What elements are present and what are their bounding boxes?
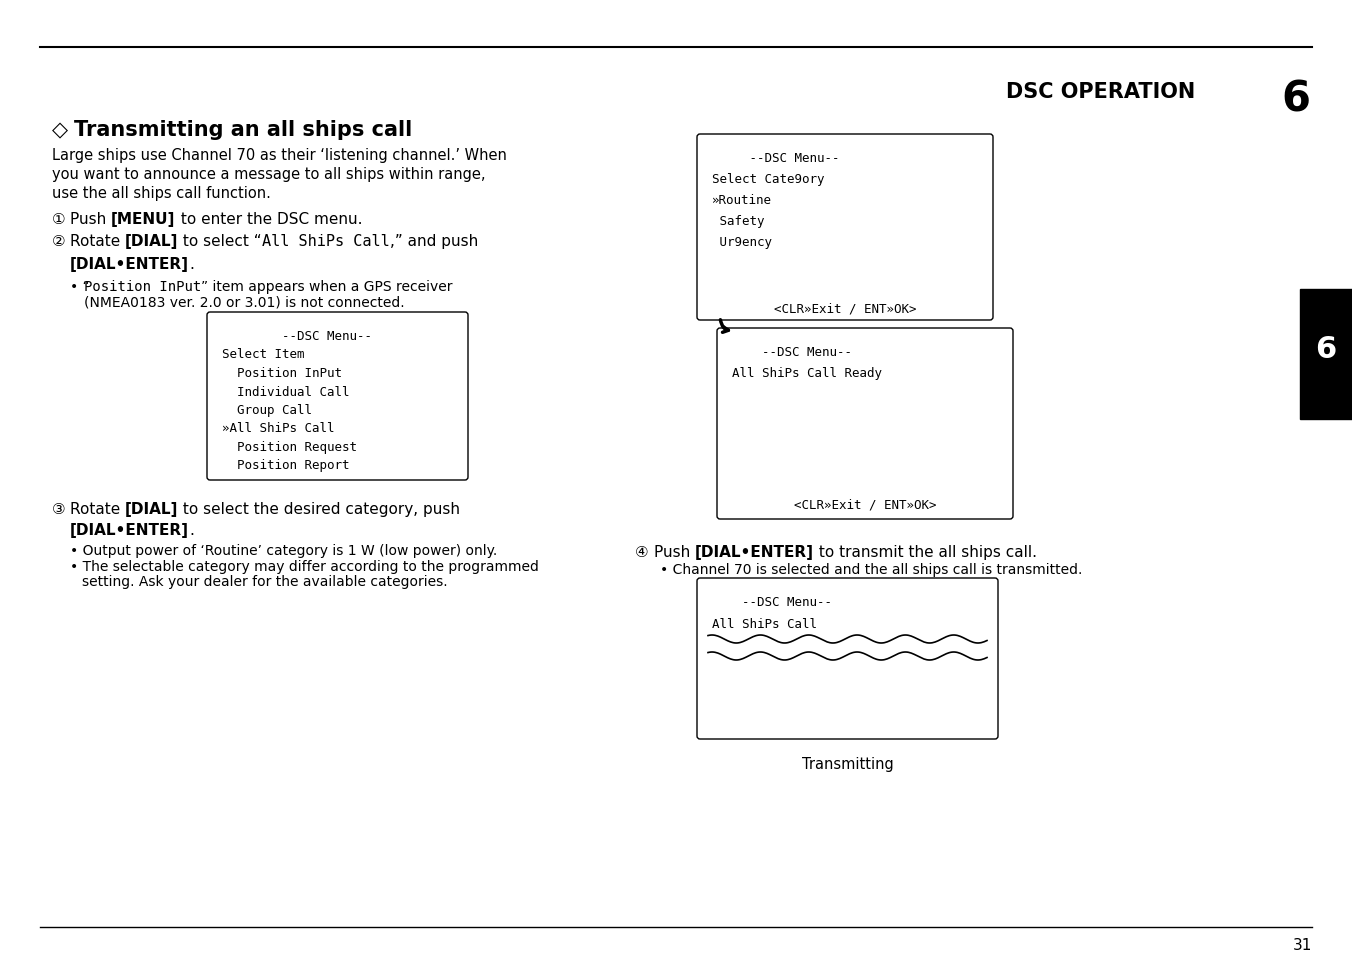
- Text: Select Cate9ory: Select Cate9ory: [713, 172, 825, 186]
- Bar: [1301, 290, 1352, 419]
- Text: (NMEA0183 ver. 2.0 or 3.01) is not connected.: (NMEA0183 ver. 2.0 or 3.01) is not conne…: [84, 295, 404, 310]
- Text: [DIAL]: [DIAL]: [126, 501, 178, 517]
- Text: ②: ②: [51, 233, 66, 249]
- Text: --DSC Menu--: --DSC Menu--: [222, 330, 372, 343]
- Text: ” item appears when a GPS receiver: ” item appears when a GPS receiver: [201, 280, 453, 294]
- Text: .: .: [189, 256, 193, 272]
- Text: Select Item: Select Item: [222, 348, 304, 361]
- Text: Position Report: Position Report: [222, 459, 350, 472]
- Text: [MENU]: [MENU]: [111, 212, 176, 227]
- Text: • The selectable category may differ according to the programmed: • The selectable category may differ acc…: [70, 559, 539, 574]
- Text: All ShiPs Call: All ShiPs Call: [262, 233, 389, 249]
- FancyBboxPatch shape: [698, 135, 992, 320]
- Text: you want to announce a message to all ships within range,: you want to announce a message to all sh…: [51, 167, 485, 182]
- Text: [DIAL•ENTER]: [DIAL•ENTER]: [695, 544, 814, 559]
- Text: • Channel 70 is selected and the all ships call is transmitted.: • Channel 70 is selected and the all shi…: [660, 562, 1083, 577]
- Text: to enter the DSC menu.: to enter the DSC menu.: [176, 212, 362, 227]
- Text: Position InPut: Position InPut: [222, 367, 342, 379]
- Text: All ShiPs Call: All ShiPs Call: [713, 618, 817, 630]
- Text: Transmitting an all ships call: Transmitting an all ships call: [74, 120, 412, 140]
- Text: 31: 31: [1293, 937, 1311, 952]
- Text: <CLR»Exit / ENT»OK>: <CLR»Exit / ENT»OK>: [794, 498, 936, 512]
- Text: Position InPut: Position InPut: [84, 280, 201, 294]
- Text: ③: ③: [51, 501, 66, 517]
- Text: DSC OPERATION: DSC OPERATION: [1006, 82, 1195, 102]
- Text: ◇: ◇: [51, 120, 68, 140]
- Text: ,” and push: ,” and push: [389, 233, 479, 249]
- Text: ④: ④: [635, 544, 649, 559]
- Text: 6: 6: [1315, 335, 1337, 364]
- Text: to transmit the all ships call.: to transmit the all ships call.: [814, 544, 1037, 559]
- Text: • “: • “: [70, 280, 89, 294]
- Text: [DIAL]: [DIAL]: [126, 233, 178, 249]
- FancyBboxPatch shape: [717, 329, 1013, 519]
- Text: Rotate: Rotate: [70, 233, 126, 249]
- Text: Large ships use Channel 70 as their ‘listening channel.’ When: Large ships use Channel 70 as their ‘lis…: [51, 148, 507, 163]
- Text: Group Call: Group Call: [222, 403, 312, 416]
- Text: [DIAL•ENTER]: [DIAL•ENTER]: [70, 256, 189, 272]
- Text: • Output power of ‘Routine’ category is 1 W (low power) only.: • Output power of ‘Routine’ category is …: [70, 543, 498, 558]
- Text: Transmitting: Transmitting: [802, 757, 894, 771]
- Text: --DSC Menu--: --DSC Menu--: [713, 596, 831, 608]
- Text: use the all ships call function.: use the all ships call function.: [51, 186, 270, 201]
- Text: Individual Call: Individual Call: [222, 385, 350, 398]
- Text: --DSC Menu--: --DSC Menu--: [731, 346, 852, 358]
- Text: to select the desired category, push: to select the desired category, push: [178, 501, 461, 517]
- FancyBboxPatch shape: [698, 578, 998, 740]
- Text: Push: Push: [70, 212, 111, 227]
- Text: Position Request: Position Request: [222, 440, 357, 454]
- Text: setting. Ask your dealer for the available categories.: setting. Ask your dealer for the availab…: [82, 575, 448, 588]
- Text: 6: 6: [1280, 78, 1310, 120]
- Text: to select “: to select “: [178, 233, 262, 249]
- Text: Push: Push: [654, 544, 695, 559]
- Text: »All ShiPs Call: »All ShiPs Call: [222, 422, 334, 435]
- Text: .: .: [189, 522, 193, 537]
- Text: ①: ①: [51, 212, 66, 227]
- Text: Ur9ency: Ur9ency: [713, 235, 772, 249]
- Text: »Routine: »Routine: [713, 193, 772, 207]
- Text: <CLR»Exit / ENT»OK>: <CLR»Exit / ENT»OK>: [773, 302, 917, 314]
- Text: Rotate: Rotate: [70, 501, 126, 517]
- Text: Safety: Safety: [713, 214, 764, 228]
- FancyBboxPatch shape: [207, 313, 468, 480]
- Text: [DIAL•ENTER]: [DIAL•ENTER]: [70, 522, 189, 537]
- Text: --DSC Menu--: --DSC Menu--: [713, 152, 840, 165]
- Text: All ShiPs Call Ready: All ShiPs Call Ready: [731, 367, 882, 379]
